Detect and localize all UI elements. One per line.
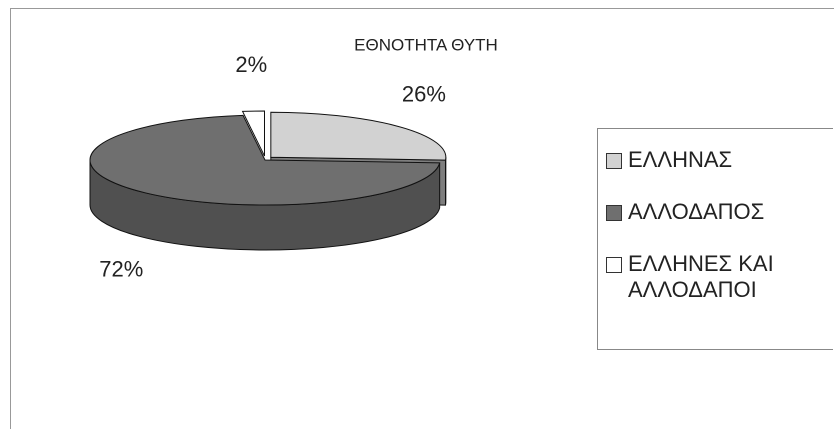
- legend-label: ΕΛΛΗΝΕΣ ΚΑΙ ΑΛΛΟΔΑΠΟΙ: [628, 251, 827, 303]
- legend-label: ΕΛΛΗΝΑΣ: [628, 147, 732, 173]
- chart-title: ΕΘΝΟΤΗΤΑ ΘΥΤΗ: [354, 35, 498, 54]
- legend-swatch: [606, 257, 622, 273]
- legend: ΕΛΛΗΝΑΣ ΑΛΛΟΔΑΠΟΣ ΕΛΛΗΝΕΣ ΚΑΙ ΑΛΛΟΔΑΠΟΙ: [597, 128, 833, 350]
- data-label: 26%: [402, 81, 446, 106]
- data-label: 72%: [99, 256, 143, 281]
- data-label: 2%: [235, 52, 267, 77]
- legend-swatch: [606, 153, 622, 169]
- legend-item: ΕΛΛΗΝΑΣ: [606, 147, 827, 173]
- legend-item: ΕΛΛΗΝΕΣ ΚΑΙ ΑΛΛΟΔΑΠΟΙ: [606, 251, 827, 303]
- legend-label: ΑΛΛΟΔΑΠΟΣ: [628, 199, 764, 225]
- legend-swatch: [606, 205, 622, 221]
- legend-item: ΑΛΛΟΔΑΠΟΣ: [606, 199, 827, 225]
- slice-top: [271, 112, 446, 160]
